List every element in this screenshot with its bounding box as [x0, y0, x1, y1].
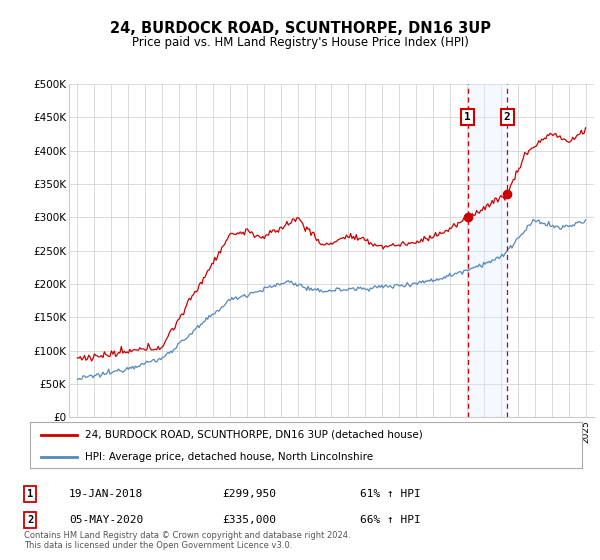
- Text: 2: 2: [504, 113, 511, 122]
- Text: 2: 2: [27, 515, 33, 525]
- Text: 19-JAN-2018: 19-JAN-2018: [69, 489, 143, 499]
- Text: HPI: Average price, detached house, North Lincolnshire: HPI: Average price, detached house, Nort…: [85, 452, 373, 463]
- Text: 24, BURDOCK ROAD, SCUNTHORPE, DN16 3UP: 24, BURDOCK ROAD, SCUNTHORPE, DN16 3UP: [110, 21, 491, 36]
- Text: £335,000: £335,000: [222, 515, 276, 525]
- Text: Price paid vs. HM Land Registry's House Price Index (HPI): Price paid vs. HM Land Registry's House …: [131, 36, 469, 49]
- Text: £299,950: £299,950: [222, 489, 276, 499]
- Bar: [468, 84, 507, 417]
- Text: 66% ↑ HPI: 66% ↑ HPI: [360, 515, 421, 525]
- Text: 05-MAY-2020: 05-MAY-2020: [69, 515, 143, 525]
- Text: Contains HM Land Registry data © Crown copyright and database right 2024.
This d: Contains HM Land Registry data © Crown c…: [24, 530, 350, 550]
- Text: 1: 1: [27, 489, 33, 499]
- Text: 24, BURDOCK ROAD, SCUNTHORPE, DN16 3UP (detached house): 24, BURDOCK ROAD, SCUNTHORPE, DN16 3UP (…: [85, 430, 423, 440]
- Text: 1: 1: [464, 113, 471, 122]
- Text: 61% ↑ HPI: 61% ↑ HPI: [360, 489, 421, 499]
